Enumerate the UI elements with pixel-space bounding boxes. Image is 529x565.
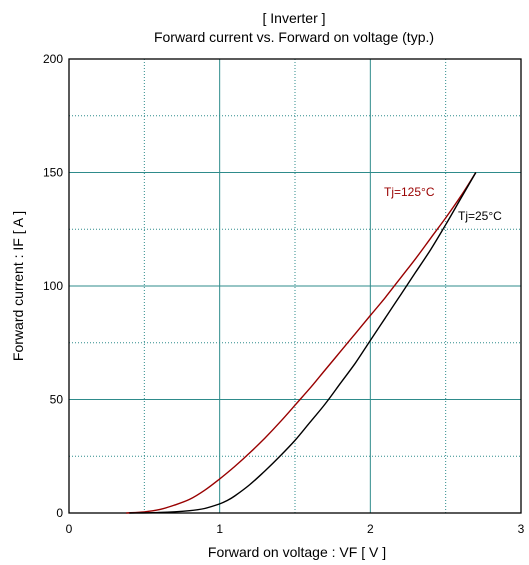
x-axis-label: Forward on voltage : VF [ V ]	[208, 544, 386, 560]
x-tick-label: 1	[216, 522, 223, 536]
series-lines	[126, 172, 477, 514]
x-tick-label: 2	[367, 522, 374, 536]
x-axis-ticks: 0 1 2 3	[66, 522, 525, 536]
y-tick-label: 0	[56, 506, 63, 520]
grid-lines	[69, 59, 521, 513]
x-tick-label: 3	[518, 522, 525, 536]
series-label-tj25: Tj=25°C	[458, 209, 502, 223]
plot-area-frame	[68, 58, 522, 514]
x-tick-label: 0	[66, 522, 73, 536]
y-tick-label: 100	[43, 279, 63, 293]
y-tick-label: 200	[43, 52, 63, 66]
y-axis-label: Forward current : IF [ A ]	[10, 211, 26, 361]
series-line-tj125	[126, 172, 477, 514]
y-tick-label: 50	[50, 393, 64, 407]
y-axis-ticks: 0 50 100 150 200	[43, 52, 63, 520]
chart-title: [ Inverter ]	[262, 10, 325, 26]
y-tick-label: 150	[43, 166, 63, 180]
series-label-tj125: Tj=125°C	[384, 185, 435, 199]
series-line-tj25	[129, 172, 477, 514]
chart-subtitle: Forward current vs. Forward on voltage (…	[154, 29, 434, 45]
